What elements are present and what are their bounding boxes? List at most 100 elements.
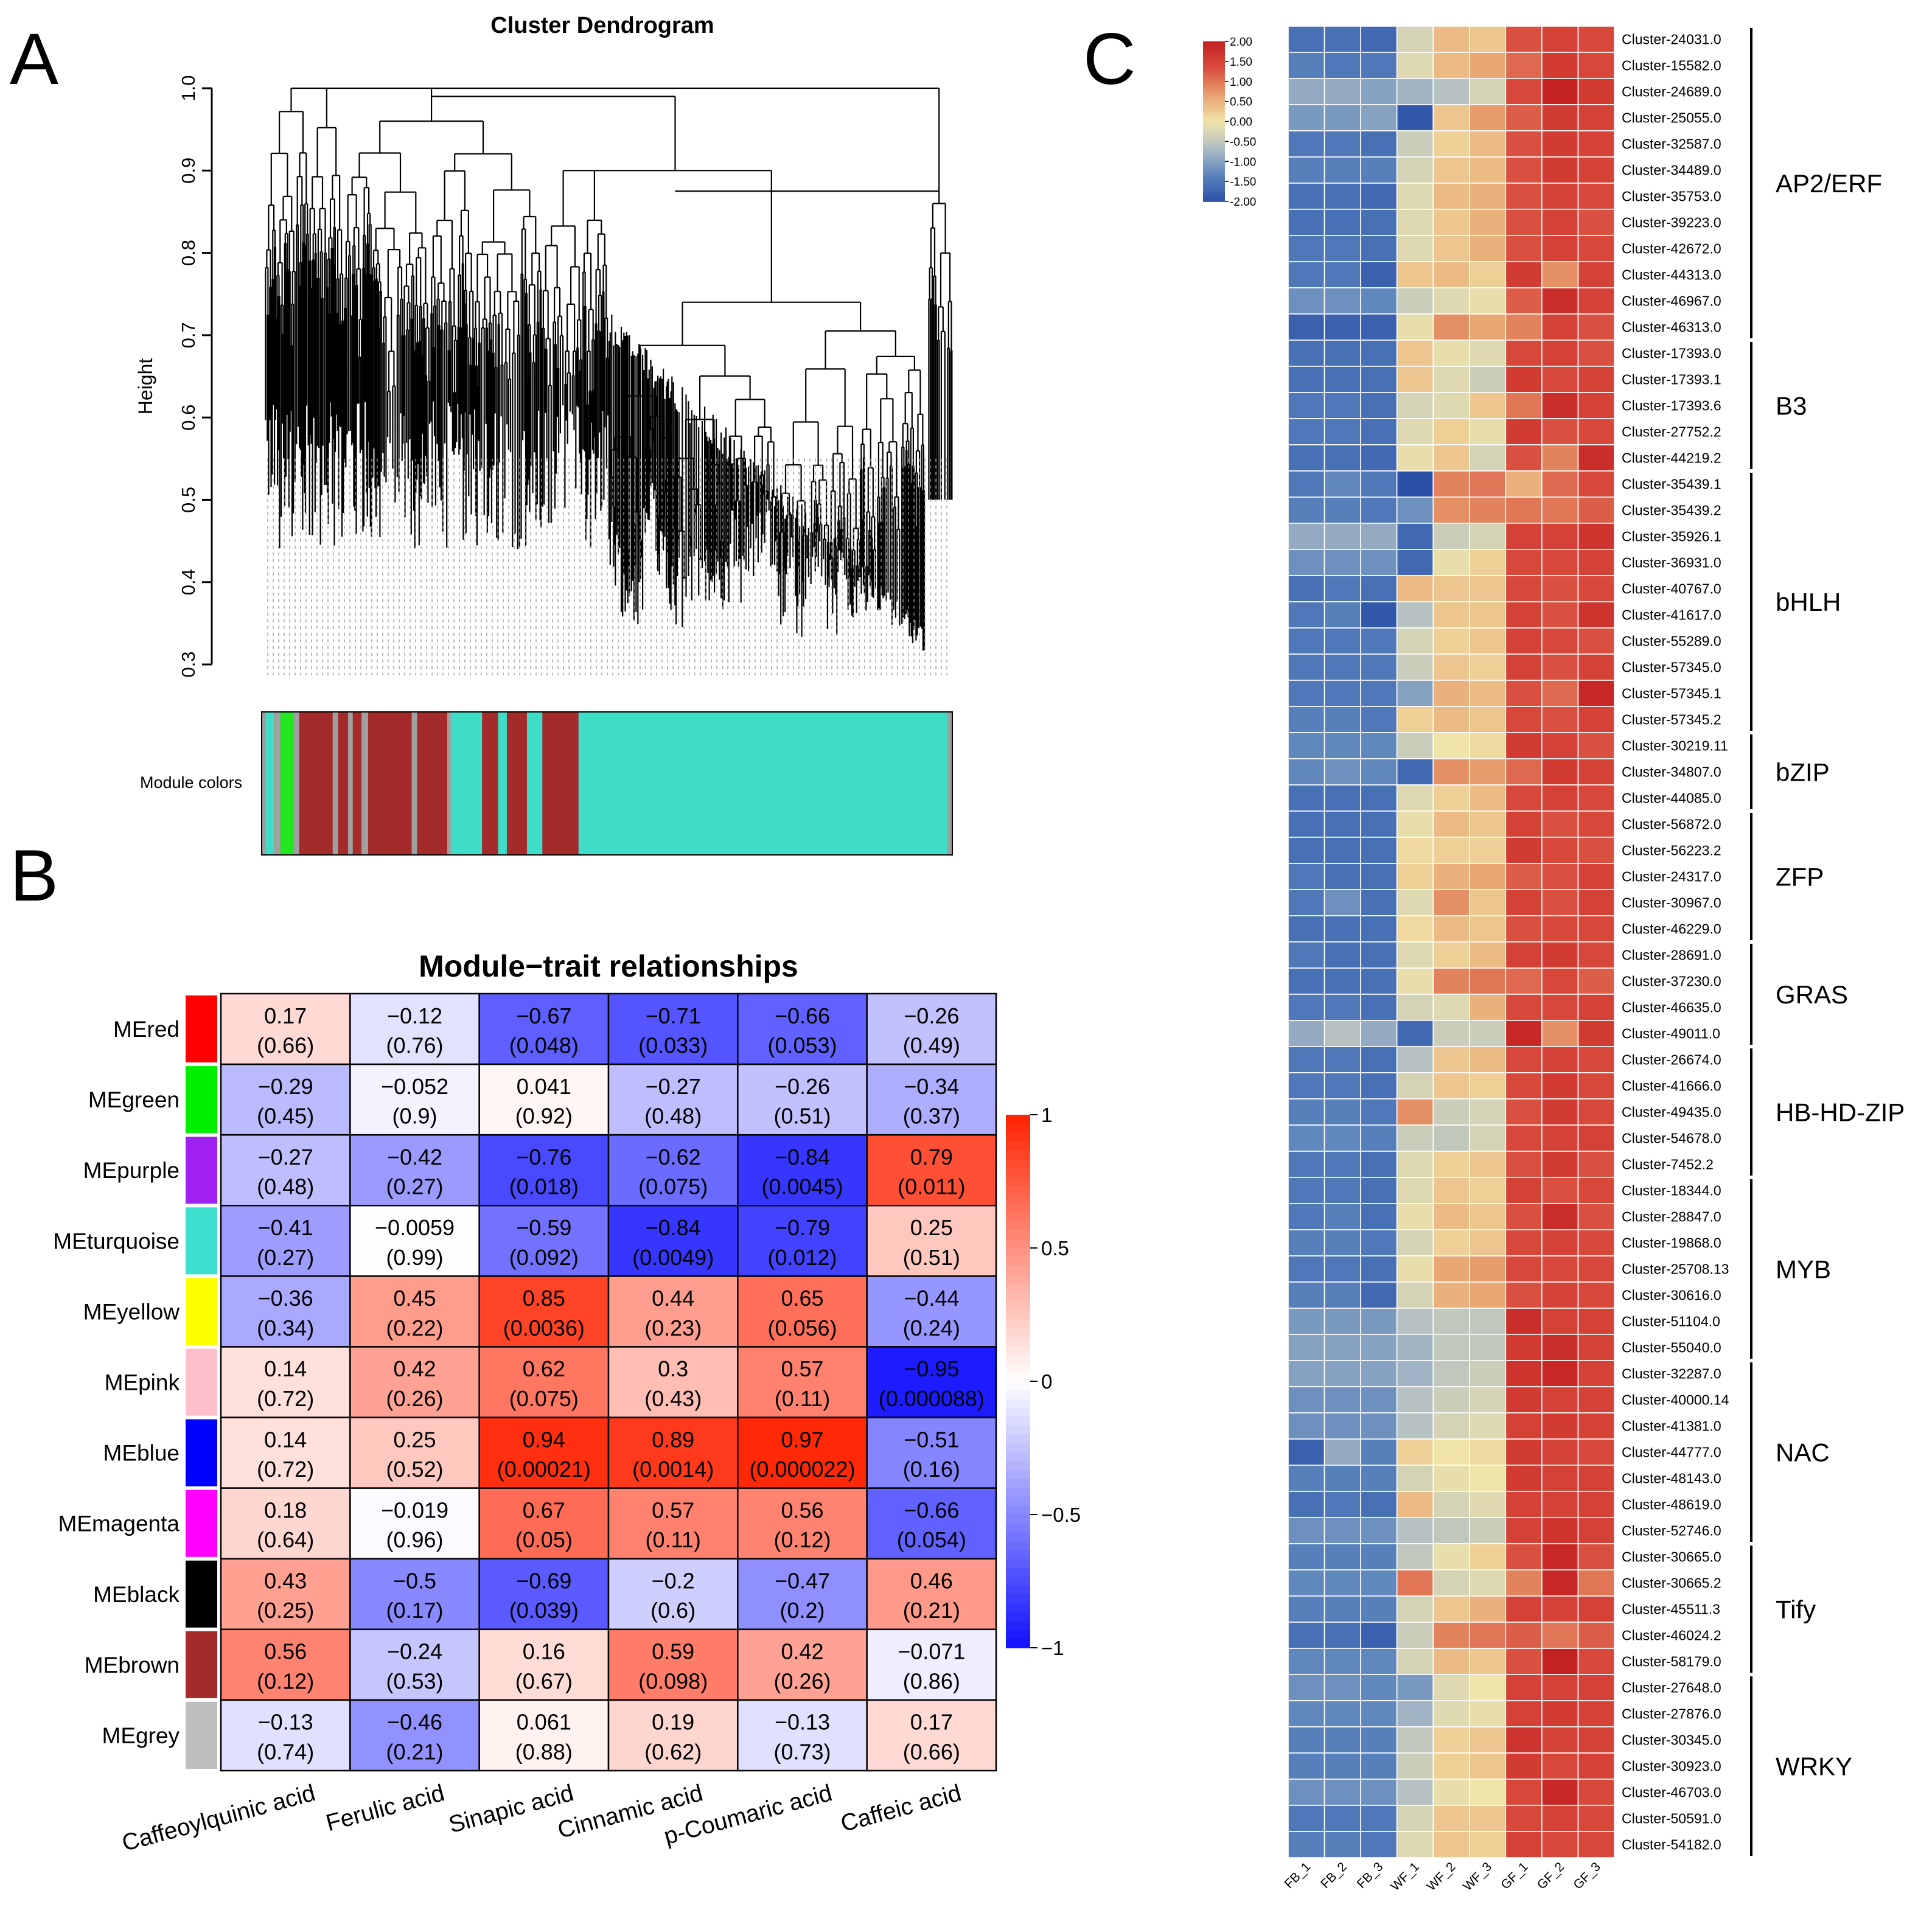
row-color-swatch	[186, 1278, 217, 1345]
expression-cell	[1577, 758, 1615, 786]
expression-cell	[1577, 78, 1615, 105]
expression-cell	[1505, 366, 1543, 393]
correlation-value: −0.26	[775, 1074, 830, 1099]
scale-step	[1203, 111, 1225, 116]
expression-cell	[1323, 967, 1361, 995]
expression-cell	[1505, 1281, 1543, 1309]
expression-cell	[1505, 156, 1543, 184]
color-scale-step	[1006, 1221, 1030, 1231]
expression-cell	[1468, 1177, 1507, 1204]
expression-cell	[1288, 601, 1325, 629]
p-value: (0.2)	[779, 1598, 825, 1623]
gene-label: Cluster-24317.0	[1622, 869, 1721, 885]
expression-cell	[1505, 470, 1543, 498]
gene-label: Cluster-30665.2	[1622, 1575, 1721, 1591]
color-scale-step	[1006, 1426, 1030, 1435]
scale-step	[1203, 156, 1225, 161]
correlation-value: 0.97	[781, 1427, 823, 1452]
expression-cell	[1360, 1752, 1398, 1780]
expression-cell	[1505, 313, 1543, 341]
expression-cell	[1468, 549, 1507, 576]
expression-cell	[1360, 994, 1398, 1021]
expression-cell	[1468, 680, 1507, 707]
expression-cell	[1323, 1648, 1361, 1675]
correlation-value: 0.44	[652, 1286, 694, 1311]
expression-cell	[1541, 863, 1579, 890]
expression-cell	[1288, 392, 1325, 419]
expression-cell	[1505, 1491, 1543, 1518]
expression-cell	[1360, 1151, 1398, 1178]
expression-cell	[1468, 261, 1507, 288]
p-value: (0.17)	[386, 1598, 443, 1623]
expression-cell	[1432, 915, 1470, 943]
expression-cell	[1396, 313, 1434, 341]
expression-cell	[1360, 1805, 1398, 1832]
expression-cell	[1468, 575, 1507, 602]
scale-step	[1203, 41, 1225, 46]
column-label: Ferulic acid	[323, 1780, 447, 1836]
heatmap-cell	[866, 1417, 997, 1489]
expression-cell	[1468, 497, 1507, 524]
expression-cell	[1577, 470, 1615, 498]
gene-label: Cluster-40767.0	[1622, 581, 1721, 597]
expression-cell	[1577, 366, 1615, 393]
expression-cell	[1541, 156, 1579, 184]
expression-cell	[1396, 1334, 1434, 1361]
scale-step	[1203, 134, 1225, 138]
expression-cell	[1432, 1491, 1470, 1518]
expression-cell	[1432, 837, 1470, 864]
p-value: (0.21)	[386, 1739, 443, 1764]
expression-cell	[1360, 549, 1398, 576]
correlation-value: −0.34	[904, 1074, 959, 1099]
expression-cell	[1505, 575, 1543, 602]
expression-cell	[1396, 1674, 1434, 1701]
p-value: (0.62)	[644, 1739, 702, 1764]
expression-cell	[1323, 1229, 1361, 1256]
expression-cell	[1396, 235, 1434, 262]
gene-label: Cluster-57345.2	[1622, 712, 1721, 728]
gene-label: Cluster-35926.1	[1622, 529, 1721, 545]
expression-cell	[1288, 784, 1325, 812]
correlation-value: −0.071	[898, 1639, 965, 1664]
expression-cell	[1396, 1124, 1434, 1152]
expression-cell	[1323, 366, 1361, 393]
expression-cell	[1288, 183, 1325, 210]
color-scale-step	[1006, 1363, 1030, 1373]
expression-cell	[1505, 1412, 1543, 1440]
expression-cell	[1288, 287, 1325, 315]
scale-step	[1203, 47, 1225, 52]
expression-cell	[1468, 810, 1507, 838]
expression-cell	[1577, 1334, 1615, 1361]
expression-cell	[1577, 1281, 1615, 1309]
expression-cell	[1432, 1595, 1470, 1623]
expression-cell	[1360, 1412, 1398, 1440]
expression-cell	[1396, 1491, 1434, 1518]
gene-label: Cluster-48619.0	[1622, 1497, 1721, 1513]
expression-cell	[1323, 52, 1361, 79]
expression-cell	[1360, 444, 1398, 472]
p-value: (0.76)	[386, 1033, 443, 1058]
gene-label: Cluster-56223.2	[1622, 843, 1721, 859]
gene-label: Cluster-27648.0	[1622, 1680, 1721, 1696]
gene-label: Cluster-30345.0	[1622, 1732, 1721, 1748]
correlation-value: −0.66	[904, 1497, 959, 1522]
expression-cell	[1288, 680, 1325, 707]
module-color-segment	[498, 712, 507, 855]
expression-cell	[1541, 497, 1579, 524]
panel-label-c: C	[1083, 18, 1136, 100]
module-color-segment	[299, 712, 333, 855]
expression-cell	[1360, 313, 1398, 341]
scale-tick-label: −0.5	[1041, 1504, 1081, 1526]
dendrogram-title: Cluster Dendrogram	[490, 13, 714, 38]
expression-cell	[1323, 1465, 1361, 1492]
expression-cell	[1360, 575, 1398, 602]
correlation-value: 0.89	[652, 1427, 694, 1452]
expression-cell	[1432, 418, 1470, 445]
expression-cell	[1323, 706, 1361, 733]
correlation-value: −0.46	[387, 1710, 442, 1735]
expression-cell	[1432, 1517, 1470, 1544]
expression-cell	[1323, 1674, 1361, 1701]
expression-cell	[1468, 366, 1507, 393]
p-value: (0.26)	[386, 1386, 443, 1411]
expression-cell	[1360, 1255, 1398, 1283]
